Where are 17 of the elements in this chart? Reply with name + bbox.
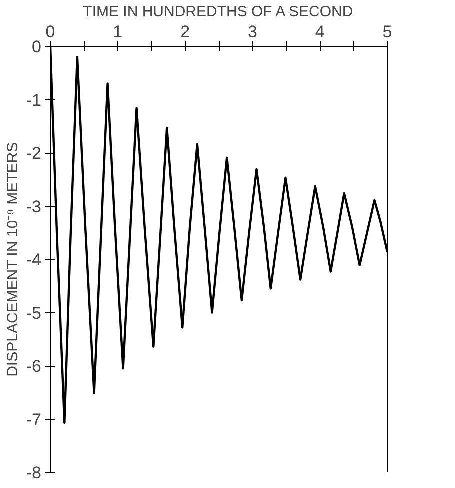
y-tick-label: 0 [32, 38, 42, 56]
y-tick-label: -4 [26, 250, 42, 270]
x-tick-label: 2 [180, 22, 190, 42]
y-axis-title: DISPLACEMENT IN 10⁻⁹ METERS [4, 142, 22, 377]
x-tick-label: 0 [46, 22, 56, 42]
y-tick-label: -3 [26, 197, 42, 216]
y-tick-label: -5 [26, 304, 42, 323]
y-tick-label: -1 [26, 90, 42, 110]
y-tick-label: -8 [26, 464, 42, 482]
x-tick-label: 4 [315, 22, 325, 42]
x-tick-label: 3 [248, 22, 258, 42]
x-tick-label: 5 [382, 22, 392, 42]
y-tick-label: -7 [26, 410, 42, 430]
x-tick-label: 1 [113, 22, 123, 42]
y-tick-label: -2 [26, 144, 42, 163]
x-axis-title: TIME IN HUNDREDTHS OF A SECOND [83, 4, 354, 20]
y-tick-label: -6 [26, 357, 42, 376]
